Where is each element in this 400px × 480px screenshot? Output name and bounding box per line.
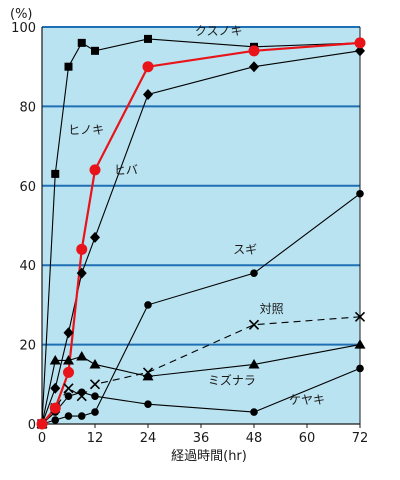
series-4-marker	[248, 319, 260, 330]
x-tick-label: 48	[246, 431, 263, 446]
series-5-marker	[63, 354, 74, 365]
series-label: クスノキ	[195, 24, 243, 38]
series-1-marker	[354, 37, 366, 49]
series-5-marker	[142, 370, 154, 381]
series-6-marker	[64, 392, 73, 401]
x-axis-title: 経過時間(hr)	[171, 449, 247, 464]
series-4-marker	[354, 311, 366, 322]
series-line-2	[41, 50, 361, 425]
x-tick-label: 24	[140, 431, 157, 446]
series-label: ヒバ	[114, 163, 138, 177]
y-tick-label: 0	[28, 418, 36, 433]
series-6-marker	[144, 400, 152, 408]
x-tick-label: 72	[352, 431, 369, 446]
series-2-marker	[50, 382, 61, 394]
series-2-marker	[63, 327, 74, 339]
cross-stroke	[248, 319, 260, 330]
y-tick-label: 20	[19, 339, 36, 354]
series-5-marker	[89, 358, 101, 369]
plot-background	[42, 27, 360, 424]
series-label: ミズナラ	[208, 372, 256, 387]
x-tick-label: 0	[38, 431, 46, 446]
series-5-marker	[248, 358, 260, 369]
series-4-marker	[89, 379, 101, 390]
series-3-marker	[356, 189, 364, 198]
series-5-marker	[354, 339, 366, 349]
series-2-marker	[76, 267, 87, 279]
y-tick-label: 60	[19, 180, 36, 195]
series-4-marker	[63, 383, 74, 394]
series-6-marker	[77, 388, 86, 397]
series-1-marker	[63, 366, 74, 378]
series-label: ヒノキ	[68, 123, 104, 137]
series-1-marker	[89, 164, 101, 176]
series-1-marker	[36, 418, 48, 430]
series-1-marker	[142, 61, 154, 73]
cross-stroke	[354, 311, 366, 322]
series-label: ケヤキ	[289, 393, 325, 407]
y-tick-label: 80	[19, 100, 36, 115]
series-6-marker	[91, 392, 99, 401]
y-unit-label: (%)	[10, 7, 33, 22]
series-0-marker	[77, 38, 86, 47]
series-3-marker	[64, 412, 73, 420]
series-line-1	[41, 41, 361, 425]
y-tick-label: 100	[11, 21, 36, 36]
y-tick-label: 40	[19, 259, 36, 274]
series-2-marker	[143, 88, 153, 100]
series-1-marker	[49, 402, 61, 414]
series-3-marker	[250, 269, 258, 277]
series-1-marker	[248, 45, 260, 57]
series-label: 対照	[260, 302, 284, 316]
series-2-marker	[90, 231, 100, 243]
series-0-marker	[91, 46, 99, 55]
series-2-marker	[355, 45, 365, 57]
x-tick-label: 36	[193, 431, 210, 446]
series-0-marker	[51, 169, 60, 178]
series-line-0	[41, 38, 361, 425]
cross-stroke	[89, 379, 101, 390]
series-1-marker	[76, 243, 88, 255]
series-0-marker	[64, 62, 73, 71]
series-5-marker	[49, 354, 61, 365]
series-3-marker	[144, 301, 152, 309]
series-label: スギ	[233, 242, 257, 256]
series-3-marker	[77, 412, 86, 420]
series-5-marker	[76, 351, 88, 361]
cross-stroke	[63, 383, 74, 394]
x-tick-label: 60	[299, 431, 316, 446]
series-0-marker	[144, 34, 152, 43]
x-tick-label: 12	[87, 431, 104, 446]
series-3-marker	[91, 408, 99, 416]
series-6-marker	[356, 364, 364, 373]
series-6-marker	[250, 408, 258, 416]
series-3-marker	[51, 416, 60, 424]
series-2-marker	[249, 61, 259, 73]
